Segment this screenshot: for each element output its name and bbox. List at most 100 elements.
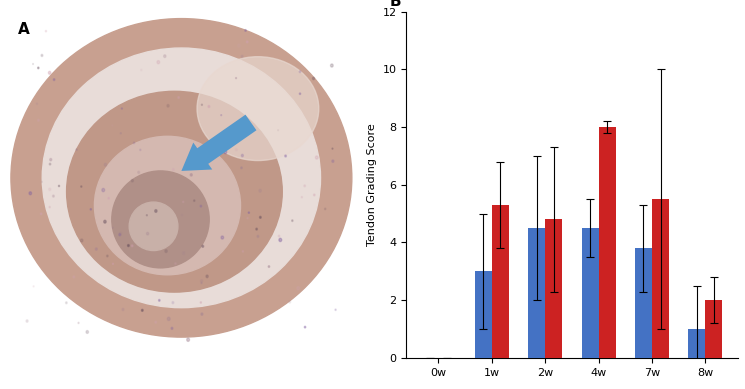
Y-axis label: Tendon Grading Score: Tendon Grading Score [367, 123, 377, 246]
Bar [688, 329, 706, 358]
Ellipse shape [49, 207, 50, 208]
Bar [652, 199, 669, 358]
Ellipse shape [41, 54, 43, 56]
Ellipse shape [138, 171, 139, 173]
Ellipse shape [171, 327, 173, 329]
Ellipse shape [131, 245, 133, 247]
Ellipse shape [245, 30, 247, 31]
Ellipse shape [37, 119, 39, 121]
Ellipse shape [247, 41, 248, 43]
Ellipse shape [248, 212, 250, 213]
Ellipse shape [172, 301, 174, 304]
Ellipse shape [190, 173, 192, 176]
Ellipse shape [332, 160, 334, 162]
Ellipse shape [299, 71, 301, 73]
Ellipse shape [183, 201, 184, 203]
Ellipse shape [159, 300, 160, 301]
Ellipse shape [241, 154, 244, 157]
Ellipse shape [80, 186, 82, 187]
Ellipse shape [238, 44, 240, 47]
Ellipse shape [40, 213, 42, 215]
Ellipse shape [119, 232, 121, 235]
Ellipse shape [200, 205, 202, 207]
Bar [635, 248, 652, 358]
Ellipse shape [168, 317, 170, 321]
Ellipse shape [221, 236, 224, 239]
Ellipse shape [200, 302, 201, 303]
Ellipse shape [140, 149, 141, 151]
Ellipse shape [292, 220, 293, 221]
Ellipse shape [121, 108, 122, 109]
Bar [528, 228, 545, 358]
Ellipse shape [104, 163, 107, 166]
Ellipse shape [332, 148, 333, 149]
Ellipse shape [133, 142, 135, 144]
Ellipse shape [59, 185, 60, 187]
Ellipse shape [53, 195, 54, 197]
Ellipse shape [33, 286, 34, 287]
Ellipse shape [187, 338, 189, 342]
Ellipse shape [241, 167, 242, 169]
Ellipse shape [183, 252, 185, 254]
Ellipse shape [299, 93, 301, 95]
Ellipse shape [73, 276, 74, 278]
Ellipse shape [104, 220, 106, 223]
Ellipse shape [119, 233, 121, 236]
Ellipse shape [127, 245, 130, 247]
Bar [582, 228, 598, 358]
Ellipse shape [108, 198, 110, 199]
FancyArrow shape [181, 115, 256, 171]
Ellipse shape [314, 194, 315, 196]
Bar [492, 205, 509, 358]
Ellipse shape [235, 149, 238, 151]
Ellipse shape [167, 104, 169, 107]
Ellipse shape [256, 228, 257, 230]
Ellipse shape [224, 151, 226, 154]
Ellipse shape [147, 215, 148, 216]
Ellipse shape [235, 77, 236, 79]
Ellipse shape [66, 302, 67, 304]
Ellipse shape [38, 67, 39, 69]
Ellipse shape [257, 235, 259, 238]
Ellipse shape [178, 96, 180, 98]
Ellipse shape [66, 91, 282, 292]
Ellipse shape [141, 69, 142, 71]
Ellipse shape [112, 263, 113, 264]
Ellipse shape [157, 61, 159, 64]
Ellipse shape [76, 149, 77, 151]
Ellipse shape [279, 235, 280, 237]
Ellipse shape [331, 64, 333, 67]
Ellipse shape [182, 214, 183, 216]
Ellipse shape [26, 320, 28, 322]
Ellipse shape [301, 196, 302, 198]
Text: A: A [18, 22, 30, 37]
Ellipse shape [241, 55, 243, 58]
Ellipse shape [206, 275, 208, 278]
Ellipse shape [29, 192, 31, 195]
Ellipse shape [147, 232, 149, 235]
Ellipse shape [208, 105, 210, 108]
Ellipse shape [247, 217, 248, 219]
Ellipse shape [194, 200, 195, 202]
Ellipse shape [155, 321, 156, 323]
Ellipse shape [279, 238, 282, 242]
Ellipse shape [42, 48, 320, 308]
Ellipse shape [155, 210, 157, 212]
Ellipse shape [48, 188, 51, 191]
Ellipse shape [122, 308, 124, 311]
Ellipse shape [304, 185, 305, 187]
Ellipse shape [95, 248, 98, 250]
Ellipse shape [80, 239, 83, 242]
Ellipse shape [112, 171, 209, 268]
Ellipse shape [285, 155, 286, 157]
Ellipse shape [201, 104, 203, 105]
Ellipse shape [49, 163, 51, 165]
Ellipse shape [242, 251, 244, 252]
Ellipse shape [102, 188, 104, 192]
Ellipse shape [165, 250, 168, 252]
Ellipse shape [289, 301, 291, 303]
Ellipse shape [142, 309, 143, 311]
Bar [706, 300, 723, 358]
Ellipse shape [95, 136, 241, 275]
Bar [475, 272, 492, 358]
